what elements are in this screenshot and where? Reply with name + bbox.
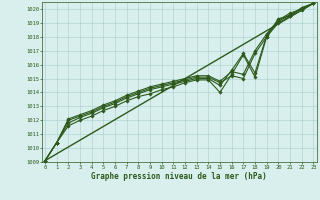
X-axis label: Graphe pression niveau de la mer (hPa): Graphe pression niveau de la mer (hPa): [91, 172, 267, 181]
